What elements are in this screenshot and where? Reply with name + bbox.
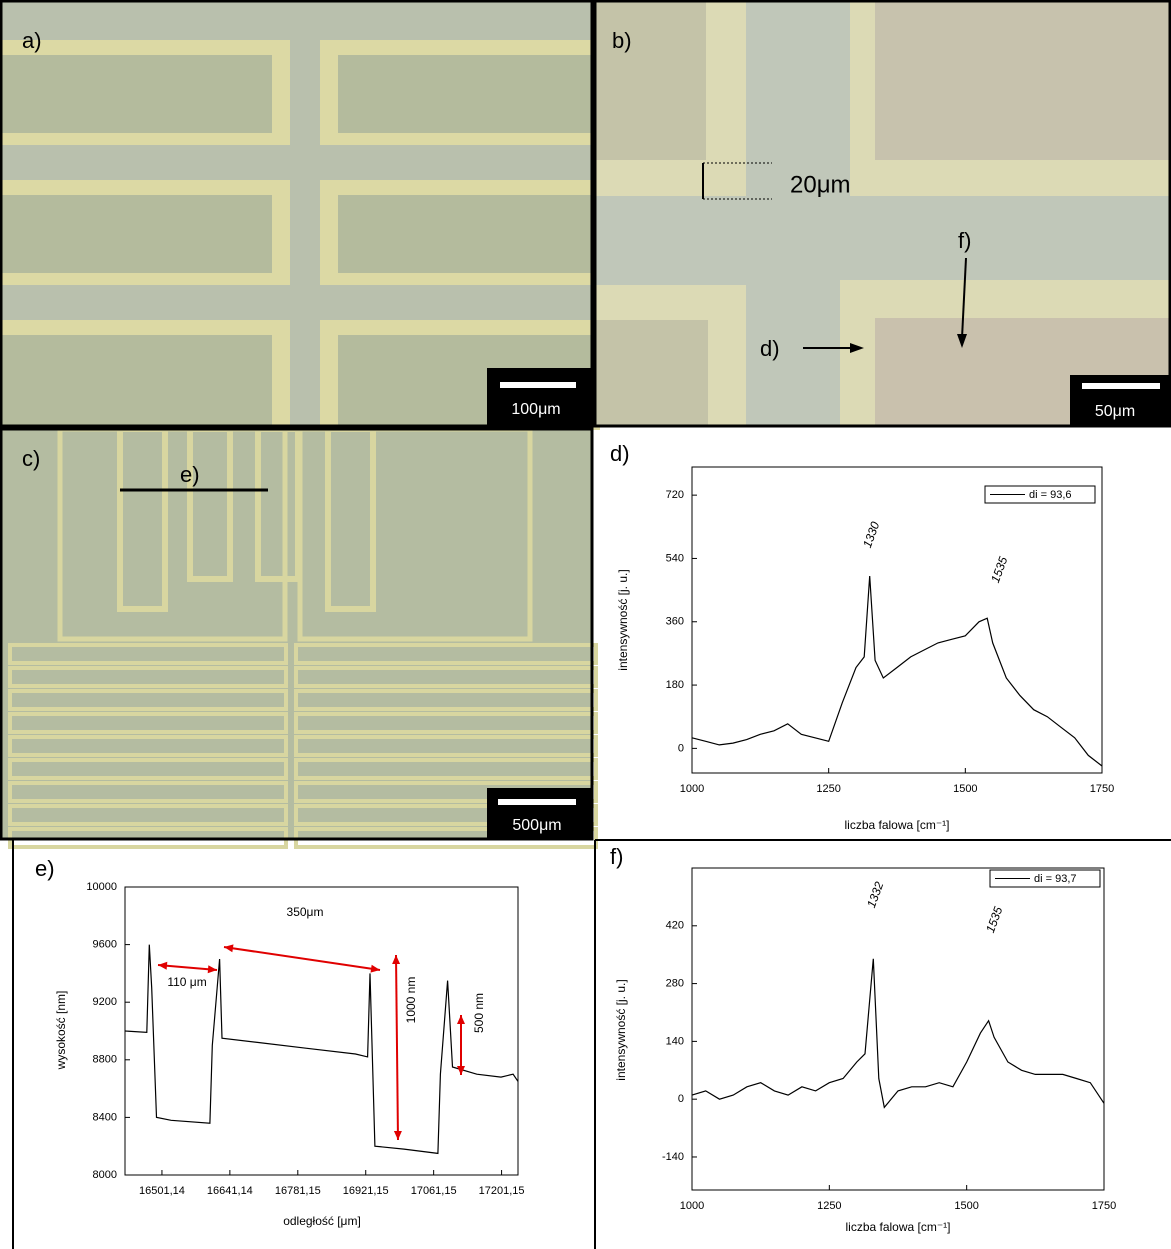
arrow-head [392, 955, 401, 965]
y-tick-label: 9600 [93, 939, 117, 951]
y-tick-label: 420 [666, 920, 684, 932]
x-axis-title: liczba falowa [cm⁻¹] [845, 1220, 950, 1234]
arrow-head [457, 1015, 465, 1024]
y-tick-label: 8800 [93, 1054, 117, 1066]
annotation: 1000 nm [404, 977, 418, 1024]
electrode [294, 735, 598, 757]
electrode [294, 758, 598, 780]
annotation: 1535 [988, 554, 1010, 584]
electrode [8, 804, 288, 826]
y-tick-label: 180 [666, 679, 684, 691]
y-tick-label: 280 [666, 977, 684, 989]
x-tick-label: 16501,14 [139, 1185, 185, 1197]
legend-box [989, 869, 1101, 888]
x-tick-label: 1250 [816, 783, 840, 795]
dimension-arrow [157, 964, 218, 971]
annotation: 110 μm [167, 975, 206, 989]
electrode [8, 712, 288, 734]
annotation: 350μm [287, 905, 324, 919]
y-axis-title: wysokość [nm] [54, 991, 68, 1071]
dimension-label: 20μm [790, 171, 851, 198]
y-tick-label: 720 [666, 489, 684, 501]
electrode [294, 689, 598, 711]
data-line [691, 958, 1105, 1109]
plot-frame [691, 867, 1105, 1191]
x-tick-label: 16921,15 [343, 1185, 389, 1197]
annotation: 1535 [983, 904, 1005, 934]
panel-label: a) [22, 28, 42, 53]
micrograph-a: 100μm a) [0, 0, 600, 430]
electrode [294, 666, 598, 688]
y-tick-label: 10000 [86, 881, 117, 893]
annotation: 500 nm [472, 993, 486, 1033]
electrode [8, 666, 288, 688]
x-tick-label: 16781,15 [275, 1185, 321, 1197]
x-tick-label: 1750 [1092, 1200, 1116, 1212]
x-axis-title: liczba falowa [cm⁻¹] [844, 818, 949, 832]
arrow-head [224, 944, 234, 953]
panel-label: d) [610, 441, 630, 466]
y-axis-title: intensywność [j. u.] [616, 569, 630, 670]
electrode [294, 643, 598, 665]
micrograph-c: e) c) 500μm [0, 426, 598, 849]
arrow-head [370, 964, 380, 973]
y-tick-label: -140 [662, 1151, 684, 1163]
arrow-head [457, 1066, 465, 1075]
scale-label: 100μm [511, 401, 560, 418]
scale-bar-bg [487, 788, 592, 839]
panel-label: f) [610, 844, 623, 869]
y-tick-label: 8000 [93, 1169, 117, 1181]
x-tick-label: 1000 [680, 1200, 704, 1212]
y-tick-label: 360 [666, 616, 684, 628]
plot-frame [691, 466, 1103, 774]
annotation: 1332 [864, 879, 886, 909]
plot-frame [124, 886, 519, 1176]
x-tick-label: 1750 [1090, 783, 1114, 795]
y-tick-label: 0 [678, 742, 684, 754]
y-tick-label: 0 [678, 1093, 684, 1105]
y-tick-label: 540 [666, 552, 684, 564]
x-tick-label: 1500 [953, 783, 977, 795]
scale-label: 500μm [512, 817, 561, 834]
panel-label: e) [35, 856, 55, 881]
x-axis-title: odległość [μm] [283, 1214, 361, 1228]
y-tick-label: 140 [666, 1035, 684, 1047]
x-tick-label: 1500 [954, 1200, 978, 1212]
electrode [294, 781, 598, 803]
micrograph-b: 20μm f) d) 50μm b) [596, 0, 1171, 426]
y-axis-title: intensywność [j. u.] [614, 979, 628, 1080]
y-tick-label: 8400 [93, 1111, 117, 1123]
electrode [8, 689, 288, 711]
x-tick-label: 1000 [680, 783, 704, 795]
marker-label: f) [958, 228, 971, 253]
arrow-head [158, 961, 168, 970]
dimension-arrow [395, 954, 399, 1141]
arrow-head [207, 965, 217, 974]
scale-label: 50μm [1095, 403, 1135, 420]
electrode [8, 758, 288, 780]
dimension-arrow [223, 946, 381, 971]
panel-label: c) [22, 446, 40, 471]
data-line [691, 575, 1103, 767]
arrow-head [393, 1130, 402, 1140]
legend-label: di = 93,7 [1034, 873, 1077, 885]
x-tick-label: 16641,14 [207, 1185, 253, 1197]
marker-label: e) [180, 462, 200, 487]
electrode [8, 735, 288, 757]
legend-box [984, 485, 1096, 504]
panel-label: b) [612, 28, 632, 53]
x-tick-label: 17201,15 [479, 1185, 525, 1197]
electrode [8, 781, 288, 803]
electrode [8, 643, 288, 665]
electrode [294, 712, 598, 734]
legend-label: di = 93,6 [1029, 489, 1072, 501]
annotation: 1330 [860, 519, 882, 549]
x-tick-label: 1250 [817, 1200, 841, 1212]
data-line [124, 944, 519, 1155]
y-tick-label: 9200 [93, 996, 117, 1008]
marker-label: d) [760, 336, 780, 361]
x-tick-label: 17061,15 [411, 1185, 457, 1197]
electrode [294, 804, 598, 826]
